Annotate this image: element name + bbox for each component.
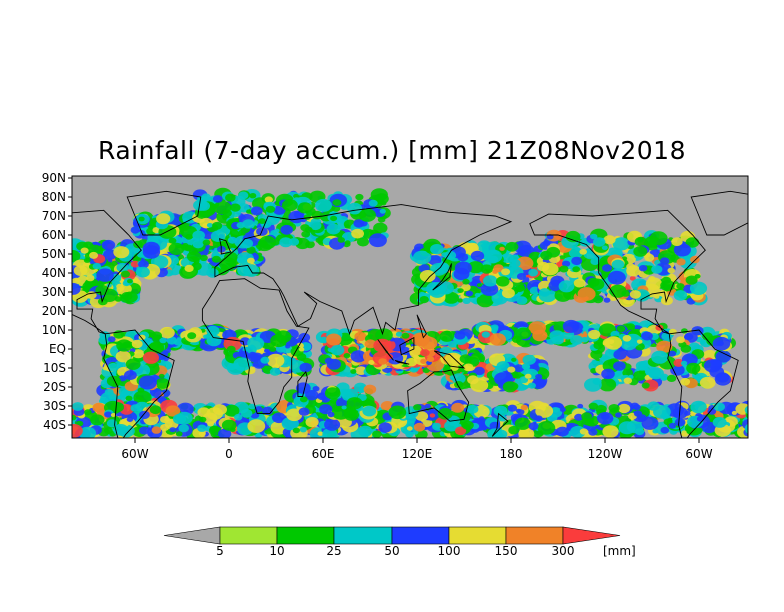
lat-tick-label: 20N xyxy=(42,304,66,318)
colorbar-segment xyxy=(276,526,335,545)
colorbar-tick-label: 300 xyxy=(552,544,575,558)
colorbar-tick-label: 50 xyxy=(384,544,399,558)
colorbar-over-triangle xyxy=(562,526,621,545)
colorbar-tick-label: 25 xyxy=(326,544,341,558)
colorbar-tick-label: 150 xyxy=(495,544,518,558)
colorbar-under-triangle xyxy=(163,526,221,545)
lat-tick-label: EQ xyxy=(49,342,66,356)
lat-tick-label: 50N xyxy=(42,247,66,261)
lat-tick-label: 20S xyxy=(43,380,66,394)
colorbar-segment xyxy=(219,526,278,545)
lat-tick-label: 30S xyxy=(43,399,66,413)
colorbar-tick-label: 5 xyxy=(216,544,224,558)
coastlines xyxy=(72,190,748,438)
map-frame xyxy=(71,175,749,439)
lat-tick-label: 80N xyxy=(42,190,66,204)
colorbar-tick-label: 100 xyxy=(438,544,461,558)
colorbar-segment xyxy=(333,526,393,545)
colorbar-segment xyxy=(448,526,507,545)
lon-tick-label: 120E xyxy=(402,447,433,461)
lon-tick-label: 60W xyxy=(685,447,712,461)
map-panel xyxy=(72,176,748,438)
lat-tick-label: 40S xyxy=(43,418,66,432)
colorbar-tick-label: 10 xyxy=(269,544,284,558)
lat-tick-label: 40N xyxy=(42,266,66,280)
longitude-axis: 60W 0 60E 120E 180 120W 60W xyxy=(121,438,713,461)
colorbar: 5 10 25 50 100 150 300 [mm] xyxy=(163,526,636,558)
latitude-axis: 90N 80N 70N 60N 50N 40N 30N 20N 10N EQ 10S 20S 30S 40… xyxy=(42,171,72,432)
colorbar-segment xyxy=(505,526,564,545)
colorbar-unit-label: [mm] xyxy=(603,544,636,558)
lon-tick-label: 60E xyxy=(312,447,335,461)
map-title: Rainfall (7-day accum.) [mm] 21Z08Nov201… xyxy=(98,136,686,165)
lat-tick-label: 10N xyxy=(42,323,66,337)
lat-tick-label: 90N xyxy=(42,171,66,185)
lat-tick-label: 60N xyxy=(42,228,66,242)
lon-tick-label: 60W xyxy=(121,447,148,461)
lat-tick-label: 10S xyxy=(43,361,66,375)
lon-tick-label: 180 xyxy=(500,447,523,461)
lon-tick-label: 120W xyxy=(588,447,623,461)
lon-tick-label: 0 xyxy=(225,447,233,461)
lat-tick-label: 30N xyxy=(42,285,66,299)
colorbar-segment xyxy=(391,526,450,545)
precipitation-field xyxy=(72,187,748,438)
lat-tick-label: 70N xyxy=(42,209,66,223)
